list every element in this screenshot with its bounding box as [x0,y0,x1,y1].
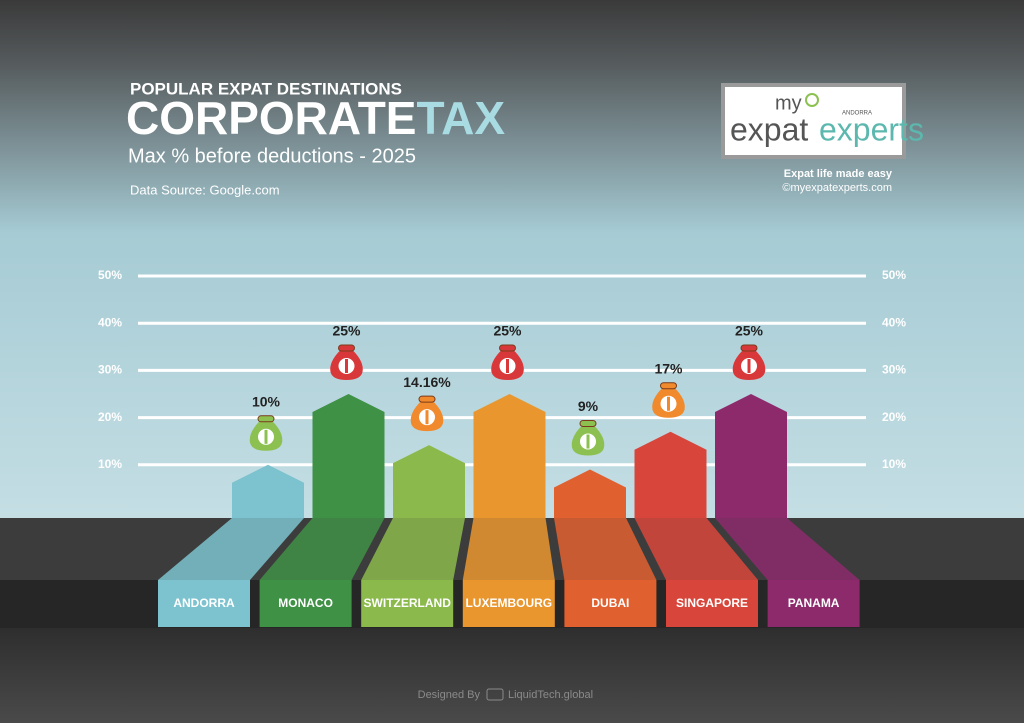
category-label: ANDORRA [173,596,235,610]
tagline: Expat life made easy [784,168,893,180]
value-label: 25% [332,323,361,339]
category-label: DUBAI [591,596,629,610]
footer-bg [0,628,1024,723]
value-label: 14.16% [403,374,451,390]
category-box [259,580,352,627]
y-tick-label: 50% [98,268,122,282]
bar [232,464,304,518]
bar [312,394,385,518]
money-bag [249,415,283,451]
bar-base [259,518,385,580]
bar [554,469,626,518]
bag-tie [660,382,677,390]
bag-sign [264,429,268,444]
y-tick-label-right: 30% [882,363,906,377]
bar-base [634,518,758,580]
bar-base [361,518,465,580]
category-box [462,580,555,627]
value-label: 25% [493,323,522,339]
money-bag [652,382,685,418]
category-box [564,580,657,627]
bar-base [158,518,304,580]
bag-tie [338,344,355,352]
designed-by: Designed By [418,689,481,701]
bag-sign [425,410,429,425]
y-tick-label-right: 10% [882,457,906,471]
category-label: SWITZERLAND [364,596,452,610]
title-main: CORPORATE [126,92,417,144]
bar-base [554,518,657,580]
bar [473,394,546,518]
category-label: LUXEMBOURG [465,596,552,610]
bag-sign [345,359,348,373]
money-bag [571,420,605,456]
designer-icon [486,688,504,701]
logo-bulb [805,93,819,107]
bag-sign [586,434,590,449]
value-label: 10% [252,394,281,410]
bar [393,445,465,518]
bag-sign [747,359,751,373]
bag-tie [740,344,758,352]
logo-experts: experts [819,111,924,147]
logo-my: my [775,92,802,114]
bar-base [715,518,860,580]
bag-tie [418,395,436,403]
category-label: MONACO [278,596,333,610]
money-bag [732,344,766,380]
subtitle: Max % before deductions - 2025 [128,145,416,167]
bag-tie [579,420,597,428]
bag-tie [499,344,516,352]
value-label: 17% [654,360,683,376]
category-label: SINGAPORE [676,596,748,610]
logo-box [725,87,902,155]
logo-expat: expat [730,111,808,147]
bag-sign [506,359,509,373]
bag-tie [257,415,275,423]
bar [715,394,787,518]
value-label: 9% [578,398,599,414]
bar-base [462,518,555,580]
logo-region: ANDORRA [842,111,872,117]
category-box [767,580,860,627]
category-box [158,580,250,627]
title: CORPORATETAX [126,92,505,144]
y-tick-label: 20% [98,410,122,424]
value-label: 25% [735,323,764,339]
y-tick-label: 30% [98,363,122,377]
designer: LiquidTech.global [508,689,593,701]
y-tick-label: 10% [98,457,122,471]
money-bag [410,395,444,432]
category-box [666,580,758,627]
money-bag [330,344,363,380]
money-bag [491,344,524,380]
bag-sign [667,396,670,411]
category-label: PANAMA [788,596,840,610]
kicker: POPULAR EXPAT DESTINATIONS [130,79,402,98]
y-tick-label-right: 40% [882,315,906,329]
category-box [361,580,454,627]
y-tick-label: 40% [98,315,122,329]
title-accent: TAX [417,92,506,144]
y-tick-label-right: 50% [882,268,906,282]
source: Data Source: Google.com [130,182,280,197]
y-tick-label-right: 20% [882,410,906,424]
bar [634,431,707,518]
site: ©myexpatexperts.com [782,182,892,194]
